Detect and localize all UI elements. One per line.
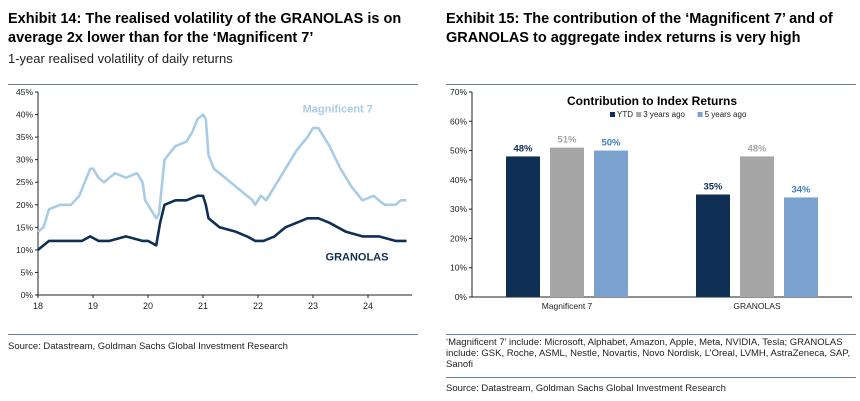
- top-divider: [8, 84, 418, 85]
- bar-value-label: 48%: [747, 143, 767, 154]
- volatility-line-chart: 0% 5% 10% 15% 20% 25% 30% 35% 40% 45% 18 19 20 21 22 23…: [16, 87, 412, 311]
- x-tick-label: 18: [33, 301, 43, 311]
- y-tick-label: 25%: [16, 177, 33, 187]
- annotation-magnificent-7: Magnificent 7: [303, 103, 373, 115]
- exhibit-15-panel: Exhibit 15: The contribution of the ‘Mag…: [440, 0, 860, 401]
- y-tick-label: 35%: [16, 132, 33, 142]
- exhibit-15-note: ‘Magnificent 7’ include: Microsoft, Alph…: [446, 337, 851, 370]
- bar-magnificent-7-0: [506, 156, 540, 297]
- bottom-divider: [446, 334, 856, 335]
- bar-granolas-1: [740, 156, 774, 297]
- y-tick-label: 45%: [16, 87, 33, 97]
- series-line-granolas: [37, 194, 407, 251]
- x-tick-label: 22: [253, 301, 263, 311]
- contribution-bar-chart: 0% 10% 20% 30% 40% 50% 60% 70% Contribution to I…: [450, 87, 852, 311]
- y-tick-label: 5%: [21, 267, 34, 277]
- x-tick-label: 20: [143, 301, 153, 311]
- top-divider: [446, 84, 856, 85]
- y-tick-label: 15%: [16, 222, 33, 232]
- x-category-label: Magnificent 7: [542, 301, 593, 311]
- x-category-label: GRANOLAS: [733, 301, 781, 311]
- y-tick-label: 70%: [450, 87, 467, 97]
- bar-granolas-0: [696, 194, 730, 297]
- legend-swatch-2: [697, 112, 703, 117]
- bar-chart-title: Contribution to Index Returns: [567, 94, 737, 108]
- y-tick-label: 0%: [21, 290, 34, 300]
- y-tick-label: 50%: [450, 146, 467, 156]
- series-line-magnificent-7: [37, 113, 407, 233]
- exhibit-14-title: Exhibit 14: The realised volatility of t…: [8, 11, 402, 46]
- legend-label: YTD: [617, 110, 633, 119]
- bottom-divider: [8, 334, 418, 335]
- y-tick-label: 20%: [450, 233, 467, 243]
- bar-value-label: 51%: [557, 135, 577, 146]
- y-tick-label: 10%: [450, 263, 467, 273]
- exhibit-14-panel: Exhibit 14: The realised volatility of t…: [8, 11, 418, 352]
- y-tick-label: 60%: [450, 116, 467, 126]
- legend-label: 3 years ago: [643, 110, 685, 119]
- y-tick-label: 10%: [16, 245, 33, 255]
- x-tick-label: 23: [308, 301, 318, 311]
- bar-value-label: 48%: [513, 143, 533, 154]
- x-tick-label: 21: [198, 301, 208, 311]
- bar-magnificent-7-2: [594, 150, 628, 297]
- bar-magnificent-7-1: [550, 147, 584, 297]
- legend-label: 5 years ago: [705, 110, 747, 119]
- bar-value-label: 34%: [791, 184, 811, 195]
- y-tick-label: 20%: [16, 200, 33, 210]
- y-tick-label: 30%: [450, 204, 467, 214]
- bar-value-label: 35%: [703, 182, 723, 193]
- bottom-divider-2: [446, 377, 856, 378]
- y-tick-label: 30%: [16, 155, 33, 165]
- bar-value-label: 50%: [601, 138, 621, 149]
- annotation-granolas: GRANOLAS: [326, 252, 389, 264]
- legend-swatch-0: [610, 112, 615, 117]
- exhibit-14-source: Source: Datastream, Goldman Sachs Global…: [8, 341, 288, 352]
- y-tick-label: 40%: [450, 175, 467, 185]
- bar-granolas-2: [784, 197, 818, 297]
- exhibit-15-source: Source: Datastream, Goldman Sachs Global…: [446, 383, 726, 394]
- exhibit-15-title: Exhibit 15: The contribution of the ‘Mag…: [446, 11, 833, 46]
- legend-swatch-1: [636, 112, 642, 117]
- x-tick-label: 24: [363, 301, 373, 311]
- x-tick-label: 19: [88, 301, 98, 311]
- y-tick-label: 0%: [455, 292, 468, 302]
- y-tick-label: 40%: [16, 110, 33, 120]
- exhibit-14-subtitle: 1-year realised volatility of daily retu…: [8, 51, 233, 66]
